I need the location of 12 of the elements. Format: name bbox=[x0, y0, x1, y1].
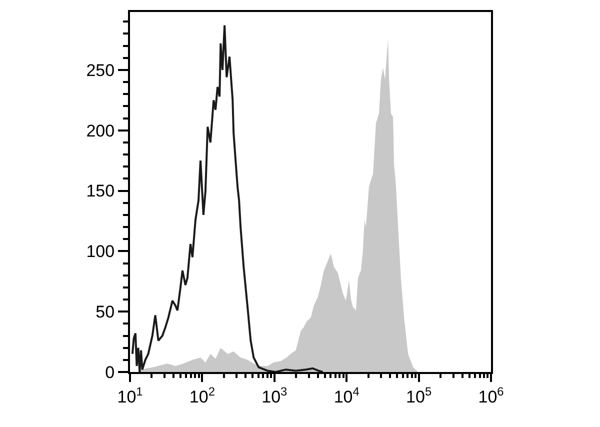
y-tick-label: 50 bbox=[96, 302, 115, 322]
y-tick-label: 0 bbox=[105, 362, 115, 382]
y-tick-label: 100 bbox=[86, 242, 115, 262]
y-tick-label: 200 bbox=[86, 121, 115, 140]
x-tick-label: 10$^{2}$ bbox=[189, 384, 216, 406]
x-tick-label: 10$^{5}$ bbox=[406, 384, 432, 406]
x-tick-label: 10$^{4}$ bbox=[334, 384, 360, 406]
y-tick-label: 250 bbox=[86, 60, 115, 80]
y-tick-label: 150 bbox=[86, 182, 115, 201]
x-tick-label: 10$^{3}$ bbox=[262, 384, 288, 406]
x-tick-label: 10$^{6}$ bbox=[478, 384, 504, 406]
x-tick-label: 10$^{1}$ bbox=[117, 384, 144, 406]
